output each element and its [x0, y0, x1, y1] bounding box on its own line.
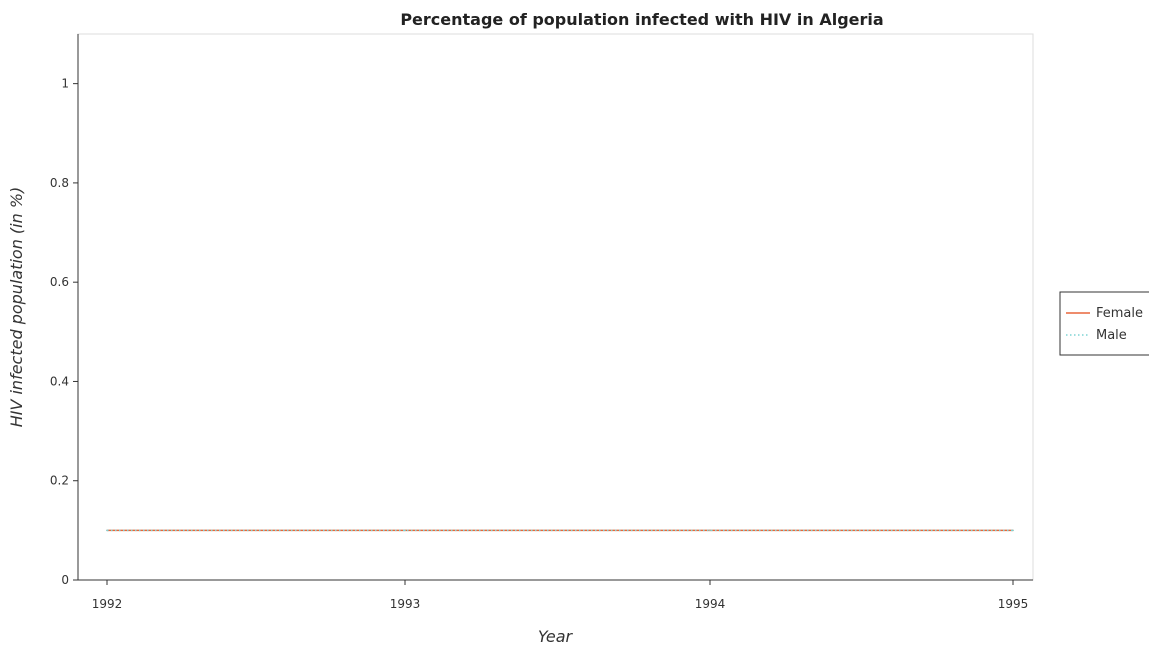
x-tick-label: 1994: [695, 597, 726, 611]
legend-label-male: Male: [1096, 328, 1127, 343]
y-axis: 0 0.2 0.4 0.6 0.8 1: [50, 34, 79, 587]
legend: Female Male: [1059, 291, 1149, 356]
data-point-male: [1012, 529, 1014, 532]
data-point-male: [404, 529, 406, 532]
x-tick-label: 1993: [390, 597, 421, 611]
y-axis-label: HIV infected population (in %): [7, 187, 26, 428]
x-tick-label: 1995: [998, 597, 1029, 611]
y-tick-label: 0: [61, 573, 69, 587]
series-layer: [106, 529, 1014, 532]
y-tick-label: 0.4: [50, 374, 69, 388]
y-tick-label: 1: [61, 77, 69, 91]
data-point-male: [709, 529, 711, 532]
x-axis-label: Year: [538, 627, 574, 646]
plot-area: [77, 33, 1034, 581]
legend-label-female: Female: [1096, 306, 1143, 321]
data-point-male: [106, 529, 108, 532]
y-tick-label: 0.2: [50, 474, 69, 488]
x-axis: 1992 1993 1994 1995: [78, 579, 1033, 611]
x-tick-label: 1992: [92, 597, 123, 611]
legend-box: [1059, 291, 1149, 356]
y-tick-label: 0.6: [50, 275, 69, 289]
chart-title: Percentage of population infected with H…: [400, 10, 883, 29]
y-tick-label: 0.8: [50, 176, 69, 190]
